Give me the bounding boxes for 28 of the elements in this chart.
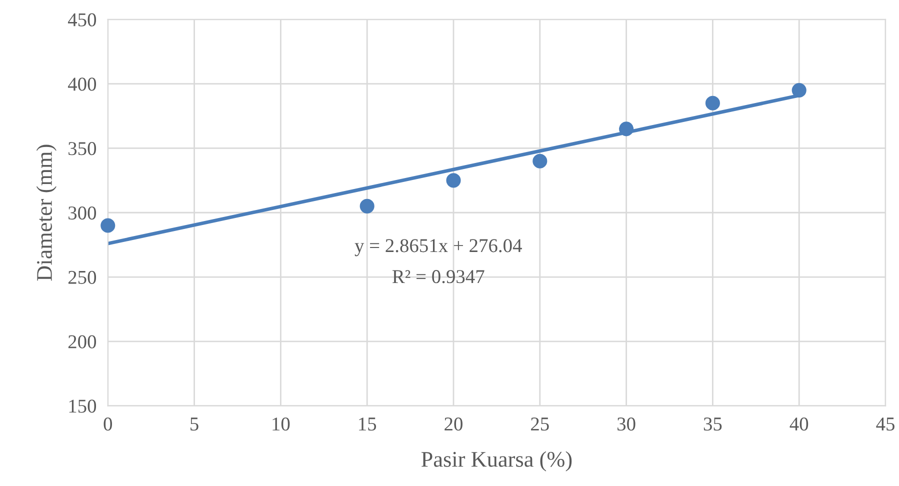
x-tick-label: 10 (272, 417, 290, 431)
y-tick-label: 450 (68, 13, 96, 26)
annotation: y = 2.8651x + 276.04 (354, 239, 522, 256)
x-tick-label: 30 (618, 417, 636, 431)
x-tick-label: 15 (359, 418, 376, 431)
x-tick-label: 45 (876, 418, 894, 431)
point (532, 154, 548, 168)
y-tick-label: 250 (68, 270, 96, 284)
point (100, 218, 116, 233)
x-tick-label: 0 (104, 417, 112, 431)
point (360, 198, 374, 214)
x-tick-label: 40 (790, 417, 808, 431)
y-tick-label: 400 (68, 78, 96, 91)
point (792, 82, 806, 98)
x-tick-label: 5 (190, 418, 198, 431)
x-tick-label: 25 (531, 418, 549, 431)
x-tick-label: 20 (444, 417, 462, 431)
y-tick-label: 350 (68, 142, 96, 156)
y-tick-label: 200 (68, 335, 96, 348)
annotation: R² = 0.9347 (392, 270, 484, 284)
point (705, 96, 720, 110)
y-axis-title: Diameter (mm) (36, 144, 56, 281)
x-tick-label: 35 (704, 418, 722, 431)
y-tick-label: 150 (69, 400, 96, 413)
x-axis-title: Pasir Kuarsa (%) (421, 451, 572, 472)
point (446, 173, 461, 188)
point (619, 122, 634, 136)
y-tick-label: 300 (68, 206, 96, 220)
